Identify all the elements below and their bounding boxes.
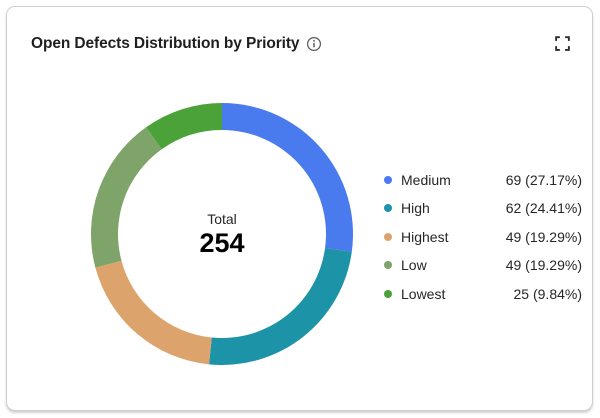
legend-item-low[interactable]: Low 49 (19.29%)	[384, 255, 582, 275]
legend: Medium 69 (27.17%) High 62 (24.41%) Highest 4…	[384, 170, 582, 304]
legend-value: 25 (9.84%)	[513, 285, 582, 302]
defects-distribution-card: Open Defects Distribution by Priority To…	[6, 6, 593, 411]
info-icon[interactable]	[306, 36, 322, 52]
legend-item-lowest[interactable]: Lowest 25 (9.84%)	[384, 284, 582, 304]
card-header: Open Defects Distribution by Priority	[31, 34, 572, 53]
legend-item-high[interactable]: High 62 (24.41%)	[384, 198, 582, 218]
legend-value: 49 (19.29%)	[505, 257, 582, 274]
donut-chart	[91, 103, 353, 365]
legend-label: Low	[401, 257, 427, 274]
legend-dot	[384, 204, 392, 213]
legend-label: Medium	[401, 172, 451, 188]
legend-value: 49 (19.29%)	[505, 228, 582, 245]
legend-label: Highest	[401, 228, 449, 245]
legend-item-medium[interactable]: Medium 69 (27.17%)	[384, 170, 582, 190]
donut-svg	[91, 103, 353, 365]
donut-segment-medium[interactable]	[222, 103, 353, 252]
legend-label: Lowest	[401, 285, 446, 302]
expand-icon[interactable]	[553, 34, 572, 53]
donut-segment-high[interactable]	[209, 248, 352, 365]
legend-label: High	[401, 200, 430, 217]
donut-segment-lowest[interactable]	[146, 103, 222, 150]
legend-value: 69 (27.17%)	[505, 172, 582, 188]
donut-segment-low[interactable]	[91, 127, 162, 268]
legend-item-highest[interactable]: Highest 49 (19.29%)	[384, 227, 582, 247]
legend-dot	[384, 176, 392, 184]
legend-dot	[384, 289, 392, 298]
legend-value: 62 (24.41%)	[505, 200, 582, 217]
legend-dot	[384, 261, 392, 270]
card-title: Open Defects Distribution by Priority	[31, 34, 300, 52]
legend-dot	[384, 232, 392, 241]
donut-segment-highest[interactable]	[95, 260, 212, 365]
